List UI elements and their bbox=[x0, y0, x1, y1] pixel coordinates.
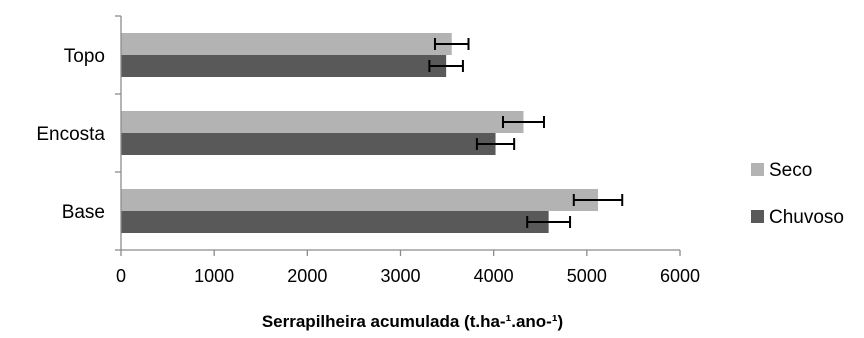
legend-label-chuvoso: Chuvoso bbox=[769, 207, 844, 228]
error-bars-layer bbox=[428, 38, 624, 228]
category-label: Encosta bbox=[36, 124, 105, 145]
x-tick-labels: 0 1000 2000 3000 4000 5000 6000 bbox=[116, 266, 700, 286]
x-tick-label: 0 bbox=[116, 266, 126, 286]
bar-chuvoso-topo bbox=[121, 55, 447, 77]
bar-chuvoso-encosta bbox=[121, 133, 496, 155]
bar-chuvoso-base bbox=[121, 211, 549, 233]
y-axis-ticks bbox=[115, 15, 121, 251]
bar-seco-base bbox=[121, 189, 599, 211]
bar-seco-encosta bbox=[121, 111, 524, 133]
category-label: Topo bbox=[64, 46, 105, 67]
x-tick-label: 6000 bbox=[660, 266, 700, 286]
legend: Seco Chuvoso bbox=[751, 160, 844, 228]
x-tick-label: 5000 bbox=[567, 266, 607, 286]
bar-seco-topo bbox=[121, 33, 452, 55]
category-label: Base bbox=[62, 202, 105, 223]
bars-layer bbox=[121, 33, 599, 233]
legend-label-seco: Seco bbox=[769, 160, 812, 181]
x-axis-title: Serrapilheira acumulada (t.ha-¹.ano-¹) bbox=[262, 312, 563, 331]
legend-swatch-seco bbox=[751, 163, 764, 176]
x-tick-label: 1000 bbox=[194, 266, 234, 286]
category-labels: Topo Encosta Base bbox=[36, 46, 105, 223]
x-axis-ticks bbox=[120, 250, 681, 256]
x-tick-label: 3000 bbox=[380, 266, 420, 286]
legend-swatch-chuvoso bbox=[751, 210, 764, 223]
x-tick-label: 2000 bbox=[287, 266, 327, 286]
x-tick-label: 4000 bbox=[474, 266, 514, 286]
